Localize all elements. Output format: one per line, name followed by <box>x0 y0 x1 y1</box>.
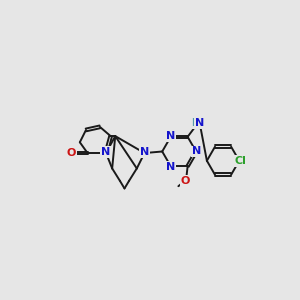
Text: N: N <box>101 147 111 157</box>
Text: Cl: Cl <box>235 156 247 166</box>
Text: N: N <box>192 146 202 157</box>
Text: O: O <box>181 176 190 186</box>
Text: O: O <box>67 148 76 158</box>
Text: N: N <box>140 147 149 157</box>
Text: N: N <box>166 131 175 141</box>
Text: H: H <box>191 118 200 128</box>
Text: N: N <box>195 118 204 128</box>
Text: N: N <box>166 162 175 172</box>
